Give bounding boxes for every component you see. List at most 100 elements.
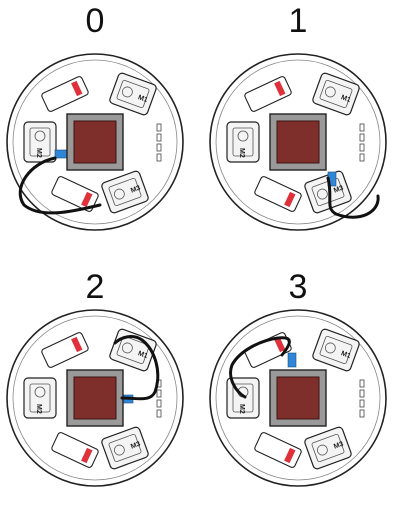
red-contact	[274, 336, 286, 353]
panel-label: 1	[289, 2, 308, 40]
battery-holder-top	[41, 332, 89, 368]
motor-m1: M1	[109, 72, 157, 116]
controller-block	[276, 376, 320, 420]
vent-slot	[156, 123, 162, 132]
robot-panel-3: 3 M1 M2 M3	[209, 268, 387, 487]
motor-body	[101, 170, 149, 214]
motor-inner	[108, 433, 142, 463]
battery-holder-bottom	[51, 176, 99, 212]
motor-body	[23, 377, 57, 419]
base-inner-ring	[215, 315, 381, 481]
cable	[229, 336, 291, 399]
motor-m3: M3	[304, 426, 352, 470]
motor-m3: M3	[101, 170, 149, 214]
motor-label: M3	[130, 185, 142, 195]
motor-body	[101, 426, 149, 470]
motor-label: M1	[137, 94, 149, 104]
motor-body	[312, 328, 360, 372]
vent-slot	[156, 389, 162, 398]
motor-gear	[316, 188, 328, 200]
vent-slot	[359, 153, 365, 162]
motor-inner	[29, 383, 51, 413]
red-contact	[284, 191, 296, 208]
cable	[326, 176, 380, 219]
vent-slot	[359, 143, 365, 152]
motor-inner	[311, 177, 345, 207]
motor-inner	[319, 79, 353, 109]
vent-slot	[359, 389, 365, 398]
motor-inner	[29, 127, 51, 157]
motor-label: M2	[35, 404, 42, 414]
motor-body	[304, 426, 352, 470]
motor-gear	[121, 86, 133, 98]
motor-body	[226, 121, 260, 163]
motor-m2: M2	[226, 121, 260, 163]
base-inner-ring	[215, 59, 381, 225]
vent-slot	[359, 399, 365, 408]
motor-inner	[232, 383, 254, 413]
motor-gear	[237, 130, 249, 142]
red-contact	[274, 80, 286, 97]
base-inner-ring	[12, 315, 178, 481]
motor-m1: M1	[312, 72, 360, 116]
motor-gear	[324, 342, 336, 354]
motor-label: M3	[130, 441, 142, 451]
red-contact	[71, 80, 83, 97]
motor-body	[109, 72, 157, 116]
robot-panel-2: 2 M1 M2 M3	[6, 268, 184, 487]
motor-label: M1	[340, 94, 352, 104]
motor-inner	[116, 335, 150, 365]
motor-gear	[113, 444, 125, 456]
battery-holder-bottom	[51, 432, 99, 468]
battery-holder-bottom	[254, 432, 302, 468]
vent-slot	[359, 123, 365, 132]
vent-slot	[156, 409, 162, 418]
controller-block	[73, 376, 117, 420]
motor-body	[304, 170, 352, 214]
motor-m2: M2	[23, 377, 57, 419]
motor-gear	[121, 342, 133, 354]
robot-panel-0: 0 M1 M2 M3	[6, 2, 184, 231]
motor-m3: M3	[304, 170, 352, 214]
cable	[18, 156, 102, 215]
motor-gear	[34, 386, 46, 398]
motor-gear	[113, 188, 125, 200]
battery-holder-top	[244, 76, 292, 112]
motor-label: M3	[333, 185, 345, 195]
motor-m2: M2	[23, 121, 57, 163]
motor-label: M2	[238, 404, 245, 414]
vent-slot	[156, 133, 162, 142]
cable	[113, 335, 160, 401]
motor-body	[312, 72, 360, 116]
red-contact	[284, 447, 296, 464]
vent-slot	[359, 133, 365, 142]
motor-m3: M3	[101, 426, 149, 470]
panel-label: 2	[86, 268, 105, 306]
motor-inner	[311, 433, 345, 463]
motor-label: M1	[340, 350, 352, 360]
motor-label: M2	[35, 148, 42, 158]
red-contact	[81, 447, 93, 464]
battery-holder-bottom	[254, 176, 302, 212]
robot-panel-1: 1 M1 M2 M3	[209, 2, 387, 231]
motor-inner	[108, 177, 142, 207]
panel-label: 0	[86, 2, 105, 40]
vent-slot	[359, 379, 365, 388]
vent-slot	[156, 153, 162, 162]
vent-slot	[156, 399, 162, 408]
battery-holder-top	[41, 76, 89, 112]
motor-label: M1	[137, 350, 149, 360]
red-contact	[81, 191, 93, 208]
vent-slot	[359, 409, 365, 418]
motor-gear	[34, 130, 46, 142]
motor-inner	[116, 79, 150, 109]
controller-block	[276, 120, 320, 164]
motor-label: M3	[333, 441, 345, 451]
motor-m1: M1	[312, 328, 360, 372]
motor-gear	[316, 444, 328, 456]
vent-slot	[156, 143, 162, 152]
motor-inner	[319, 335, 353, 365]
controller-block	[73, 120, 117, 164]
motor-gear	[324, 86, 336, 98]
